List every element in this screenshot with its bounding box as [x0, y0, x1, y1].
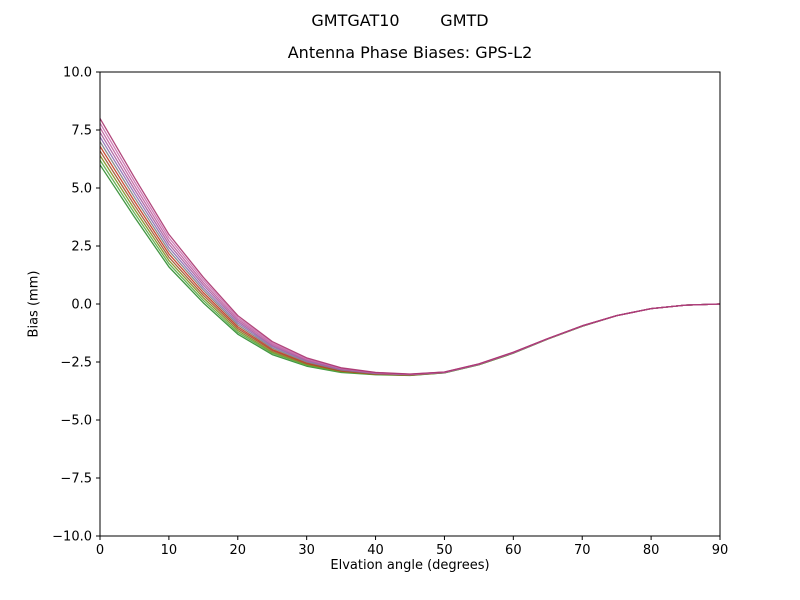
y-tick-label: −7.5: [60, 472, 92, 487]
plot-lines: [99, 118, 721, 377]
x-tick-label: 50: [436, 543, 453, 558]
figure-suptitle: GMTGAT10 GMTD: [311, 11, 489, 30]
x-tick-label: 60: [505, 543, 522, 558]
x-tick-label: 30: [298, 543, 315, 558]
y-tick-label: 2.5: [71, 240, 92, 255]
y-axis-label: Bias (mm): [26, 270, 42, 338]
series-line-L07: [99, 136, 721, 376]
series-line-L06: [99, 141, 721, 376]
x-tick-label: 20: [230, 543, 247, 558]
x-tick-label: 80: [643, 543, 660, 558]
x-tick-label: 0: [96, 543, 104, 558]
y-tick-label: 10.0: [63, 66, 92, 81]
axes-frame: [99, 71, 721, 537]
series-line-L11: [99, 118, 721, 375]
series-line-L10: [99, 122, 721, 375]
chart-title: Antenna Phase Biases: GPS-L2: [287, 43, 533, 62]
y-tick-label: −5.0: [60, 414, 92, 429]
x-tick-label: 10: [161, 543, 178, 558]
y-tick-label: −10.0: [52, 530, 92, 545]
y-tick-label: 7.5: [71, 124, 92, 139]
axis-ticks: 0 10 20 30 40 50 60 70 80 90 −10.0 −7.5 −5.0 −2.5 0.0 2…: [52, 66, 728, 559]
series-line-L05: [99, 145, 721, 376]
series-line-L04: [99, 150, 721, 376]
y-tick-label: 0.0: [71, 298, 92, 313]
series-line-L08: [99, 131, 721, 376]
y-tick-label: 5.0: [71, 182, 92, 197]
x-tick-label: 40: [367, 543, 384, 558]
x-axis-label: Elvation angle (degrees): [330, 558, 490, 573]
y-tick-label: −2.5: [60, 356, 92, 371]
x-tick-label: 70: [574, 543, 591, 558]
series-line-L09: [99, 127, 721, 375]
x-tick-label: 90: [712, 543, 729, 558]
